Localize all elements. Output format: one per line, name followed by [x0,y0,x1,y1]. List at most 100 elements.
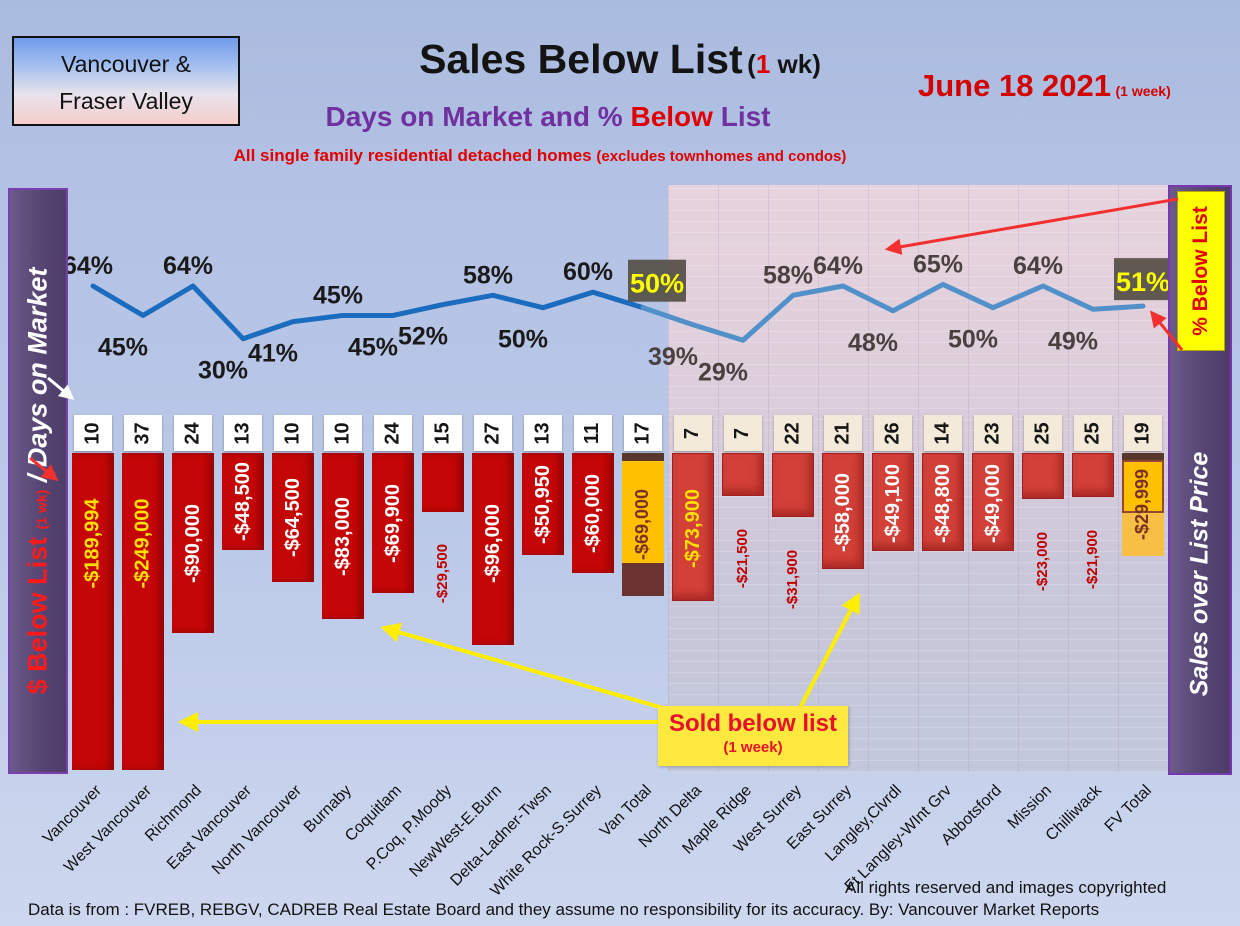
region-box: Vancouver & Fraser Valley [12,36,240,126]
days-on-market-value: 22 [774,415,812,451]
sales-over-list-label: Sales over List Price [1185,451,1214,697]
region-line2: Fraser Valley [59,88,193,114]
days-on-market-value: 13 [224,415,262,451]
pct-highlight-box [628,259,686,302]
pct-value-label: 64% [1013,252,1063,280]
days-on-market-value: 37 [124,415,162,451]
days-on-market-value: 10 [274,415,312,451]
below-list-bar: -$23,000 [1022,453,1064,591]
category-label: North Vancouver [208,782,306,879]
date-note: (1 week) [1115,83,1171,99]
days-on-market-value: 26 [874,415,912,451]
title-paren-num: 1 [755,49,771,79]
rights-notice: All rights reserved and images copyright… [845,878,1167,897]
total-bar-segment [622,563,664,596]
below-list-bar: -$48,800 [922,453,964,551]
below-list-bar: -$64,500 [272,453,314,582]
total-bar-segment [1122,513,1164,556]
days-on-market-value: 11 [574,415,612,451]
subtitle-post: List [712,101,771,132]
days-on-market-value: 7 [724,415,762,451]
days-on-market-value: 19 [1124,415,1162,451]
pct-highlight-value: 51% [1116,267,1168,297]
tagline-main: All single family residential detached h… [233,146,597,165]
sold-below-list-callout: Sold below list (1 week) [658,706,848,766]
sold-below-list-text: Sold below list [668,710,837,737]
report-date: June 18 2021 (1 week) [918,68,1171,104]
total-bar-segment [1122,460,1164,513]
below-list-bar: -$29,500 [422,453,464,603]
chart-plot-area: 10 -$189,994 37 -$249,000 24 -$90,000 13 -$48,5… [68,185,1168,772]
below-list-bar: -$96,000 [472,453,514,645]
pct-value-label: 64% [813,252,863,280]
pct-value-label: 45% [348,333,398,361]
pct-value-label: 58% [763,261,813,289]
below-list-bar: -$60,000 [572,453,614,573]
days-on-market-value: 10 [74,415,112,451]
total-bar: -$69,000 [622,453,664,596]
date-main: June 18 2021 [918,68,1112,103]
below-list-bar: -$50,950 [522,453,564,555]
pct-value-label: 52% [398,323,448,351]
subtitle-pre: Days on Market and % [325,101,631,132]
days-on-market-value: 13 [524,415,562,451]
line-chart-layer: 64%45%64%30%41%45%45% 52%58%50%60% 50%39%2… [68,250,1168,386]
pct-value-label: 65% [913,250,963,278]
pct-below-list-callout: % Below List [1178,192,1224,350]
pct-value-label: 50% [498,326,548,354]
category-label: NewWest-E.Burn [406,782,506,881]
category-label: FV Total [1101,782,1156,836]
left-axis-label: $ Below List (1 wk) / Days on Market [23,268,54,695]
days-on-market-value: 25 [1074,415,1112,451]
days-on-market-value: 7 [674,415,712,451]
title-paren: (1 wk) [747,49,821,79]
below-list-bar: -$90,000 [172,453,214,633]
below-list-bar: -$73,900 [672,453,714,601]
below-list-bar: -$49,100 [872,453,914,551]
days-on-market-value: 24 [374,415,412,451]
days-on-market-value: 21 [824,415,862,451]
pct-highlight-value: 50% [630,269,684,299]
days-on-market-label: / Days on Market [22,267,53,490]
days-on-market-value: 15 [424,415,462,451]
dollar-below-list-sub: (1 wk) [33,489,50,530]
pct-value-label: 58% [463,261,513,289]
pct-below-list-label: % Below List [1189,206,1212,336]
total-bar-segment [622,453,664,461]
below-list-bar: -$21,500 [722,453,764,588]
pct-value-label: 29% [698,358,748,386]
below-list-bar: -$21,900 [1072,453,1114,589]
below-list-bar: -$249,000 [122,453,164,770]
pct-highlight-box [1114,258,1168,301]
below-list-bar: -$31,900 [772,453,814,609]
sold-below-list-sub: (1 week) [723,739,783,756]
days-on-market-value: 17 [624,415,662,451]
data-source-disclaimer: Data is from : FVREB, REBGV, CADREB Real… [28,900,1100,919]
below-list-bar: -$49,000 [972,453,1014,551]
page-title: Sales Below List (1 wk) [320,36,920,83]
days-on-market-value: 25 [1024,415,1062,451]
below-list-bar: -$48,500 [222,453,264,550]
pct-value-label: 48% [848,329,898,357]
pct-below-list-line-fv [640,281,1146,343]
pct-value-label: 64% [68,252,113,280]
pct-value-label: 64% [163,252,213,280]
below-list-bar: -$189,994 [72,453,114,770]
total-bar-segment [1122,453,1164,460]
pct-below-list-line-van [90,283,646,342]
pct-value-label: 45% [98,333,148,361]
page-subtitle: Days on Market and % Below List [0,101,1096,133]
pct-value-label: 49% [1048,327,1098,355]
tagline-paren: (excludes townhomes and condos) [596,148,847,165]
tagline: All single family residential detached h… [0,146,1080,166]
total-bar-segment [622,461,664,563]
subtitle-red: Below [630,101,713,132]
title-paren-rest: wk) [770,49,821,79]
pct-value-label: 45% [313,281,363,309]
region-line1: Vancouver & [61,51,191,77]
below-list-bar: -$58,000 [822,453,864,569]
below-list-bar: -$69,900 [372,453,414,593]
title-main: Sales Below List [419,36,743,82]
days-on-market-value: 27 [474,415,512,451]
